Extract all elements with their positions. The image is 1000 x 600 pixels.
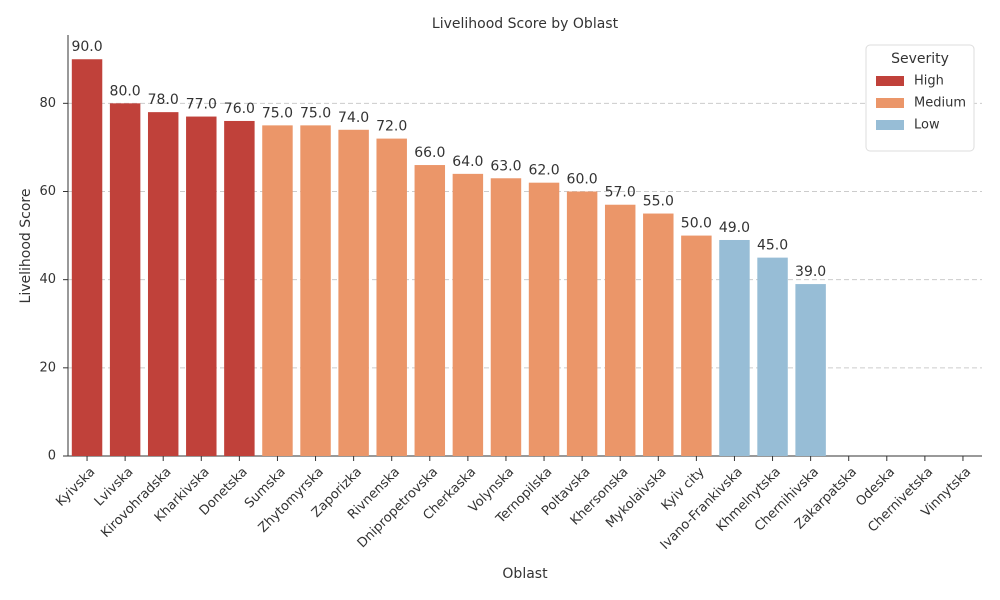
bar xyxy=(262,125,293,456)
legend-label: High xyxy=(914,74,944,89)
value-label: 90.0 xyxy=(71,39,102,55)
bar xyxy=(71,59,103,457)
value-label: 55.0 xyxy=(643,194,674,210)
value-label: 75.0 xyxy=(300,105,331,121)
bar xyxy=(452,173,484,456)
bar xyxy=(566,191,598,456)
value-label: 72.0 xyxy=(376,119,407,135)
bar xyxy=(376,138,407,456)
legend-label: Medium xyxy=(914,96,966,111)
bar xyxy=(147,112,179,456)
bar xyxy=(719,239,750,456)
legend-swatch xyxy=(876,98,904,108)
y-tick-label: 0 xyxy=(48,449,56,464)
value-label: 66.0 xyxy=(414,145,445,161)
bar xyxy=(528,182,560,456)
bar xyxy=(795,284,826,456)
bar xyxy=(414,165,446,456)
value-label: 45.0 xyxy=(757,238,788,254)
bar xyxy=(109,103,141,457)
legend-swatch xyxy=(876,120,904,130)
value-label: 80.0 xyxy=(110,83,141,99)
bar xyxy=(604,204,636,456)
bar xyxy=(490,178,522,456)
value-label: 50.0 xyxy=(681,216,712,232)
y-tick-label: 20 xyxy=(39,360,56,375)
value-label: 62.0 xyxy=(528,163,559,179)
bar xyxy=(757,257,788,456)
legend-title: Severity xyxy=(891,51,949,67)
value-label: 64.0 xyxy=(452,154,483,170)
value-label: 39.0 xyxy=(795,264,826,280)
bar xyxy=(224,120,255,456)
value-label: 57.0 xyxy=(605,185,636,201)
chart-title: Livelihood Score by Oblast xyxy=(432,16,619,32)
bar xyxy=(186,116,217,456)
legend-label: Low xyxy=(914,118,940,133)
value-label: 75.0 xyxy=(262,105,293,121)
value-label: 74.0 xyxy=(338,110,369,126)
x-axis-label: Oblast xyxy=(502,566,548,582)
bar xyxy=(338,129,369,457)
legend-swatch xyxy=(876,76,904,86)
bar xyxy=(681,235,712,456)
bar xyxy=(300,125,331,456)
value-label: 49.0 xyxy=(719,220,750,236)
value-label: 77.0 xyxy=(186,97,217,113)
x-tick-label: Kyivska xyxy=(53,465,98,510)
y-tick-label: 40 xyxy=(39,272,56,287)
y-tick-label: 60 xyxy=(39,184,56,199)
value-label: 76.0 xyxy=(224,101,255,117)
y-axis-label: Livelihood Score xyxy=(18,189,34,304)
y-tick-label: 80 xyxy=(39,96,56,111)
value-label: 78.0 xyxy=(148,92,179,108)
value-label: 60.0 xyxy=(567,171,598,187)
bar xyxy=(643,213,674,456)
value-label: 63.0 xyxy=(490,158,521,174)
